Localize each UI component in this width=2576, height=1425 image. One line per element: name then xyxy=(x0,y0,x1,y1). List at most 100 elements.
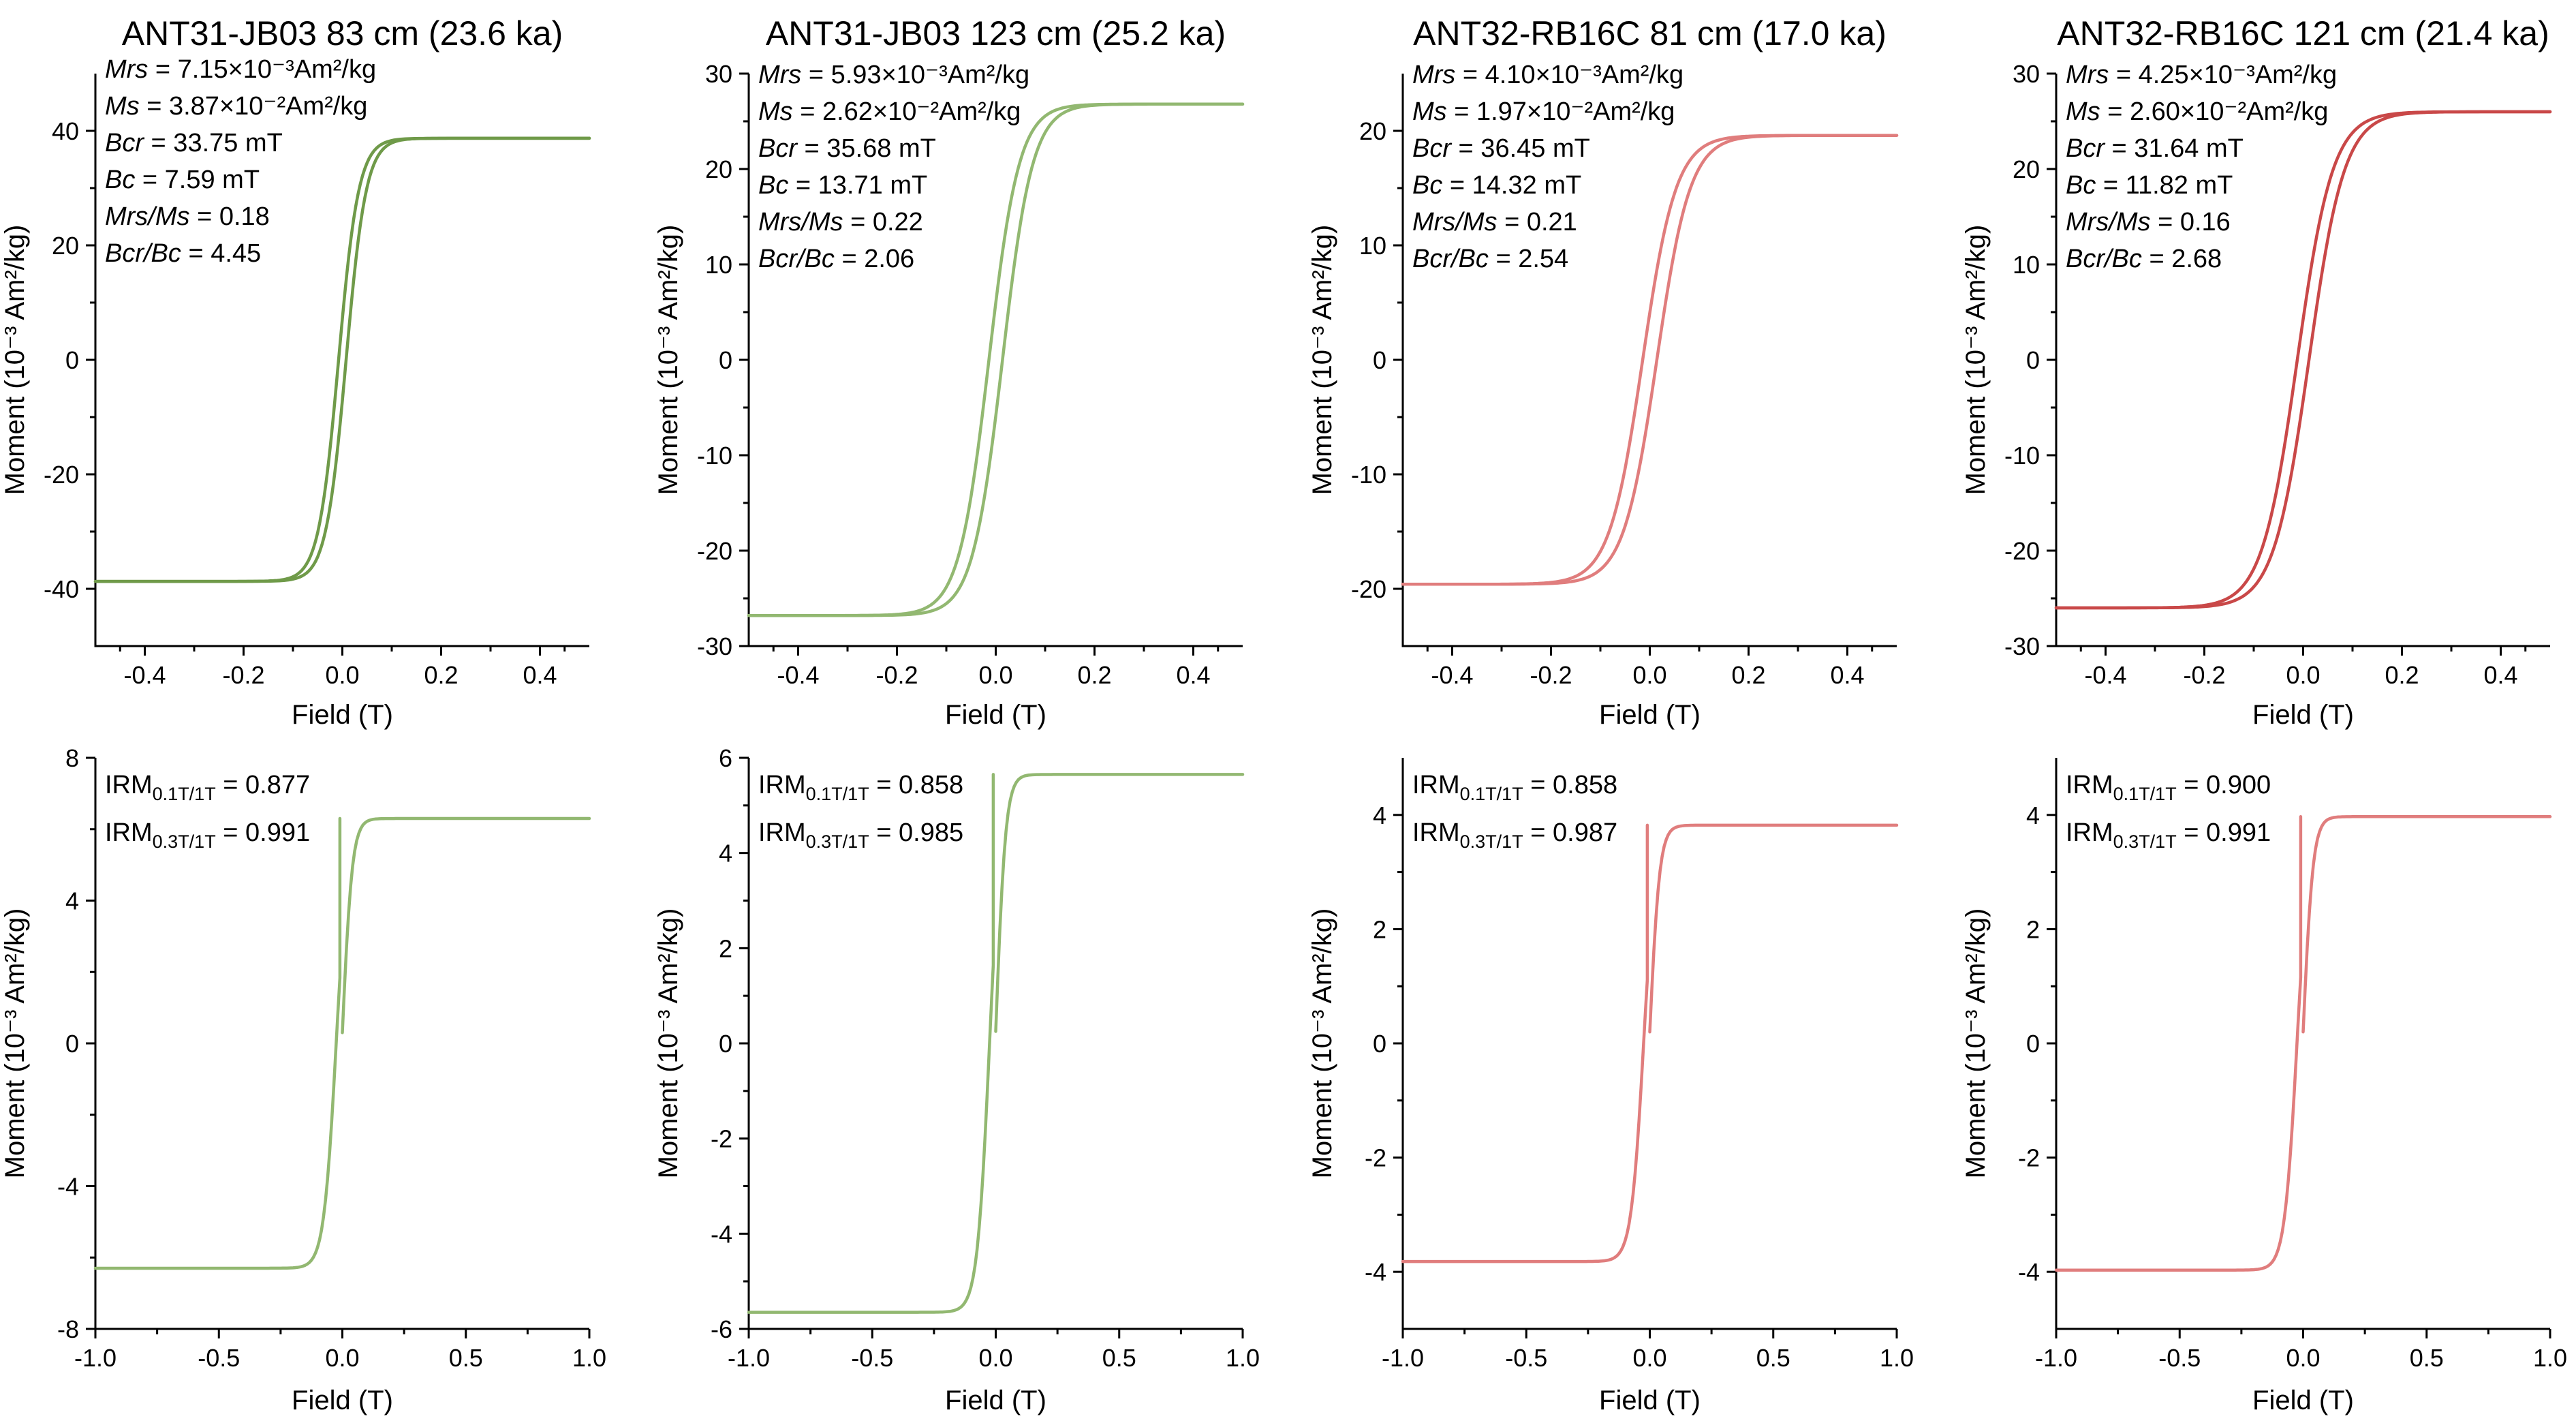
chart-hyst-3-xtick-label: -0.4 xyxy=(1431,661,1473,689)
chart-irm-1-annotation-value: = 0.877 xyxy=(216,771,310,799)
chart-hyst-1-xtick-label: -0.4 xyxy=(123,661,166,689)
chart-hyst-2-xtick-label: -0.2 xyxy=(875,661,918,689)
chart-irm-2-ytick-label: 4 xyxy=(719,840,732,868)
chart-hyst-2-annotation-value: = 35.68 mT xyxy=(797,134,936,163)
chart-hyst-2-ytick-label: 10 xyxy=(705,251,732,279)
chart-hyst-1-annotation: Mrs/Ms = 0.18 xyxy=(105,202,270,231)
chart-irm-1-annotation: IRM0.1T/1T = 0.877 xyxy=(105,771,310,804)
chart-hyst-4-ytick-label: 30 xyxy=(2013,60,2040,88)
chart-irm-4-annotation-label: IRM xyxy=(2066,771,2113,799)
chart-irm-2-annotation-label: IRM xyxy=(758,818,806,847)
chart-irm-2-annotation-label: IRM xyxy=(758,771,806,799)
chart-hyst-1-ytick-label: 0 xyxy=(65,346,79,374)
chart-hyst-2-annotation-label: Bcr/Bc xyxy=(758,245,835,273)
chart-hyst-1-annotation-value: = 7.15×10⁻³Am²/kg xyxy=(148,55,376,84)
chart-hyst-2-annotation: Bcr = 35.68 mT xyxy=(758,134,936,163)
chart-hyst-4-xtick-label: 0.4 xyxy=(2483,661,2517,689)
chart-hyst-2-annotation: Ms = 2.62×10⁻²Am²/kg xyxy=(758,97,1021,126)
chart-hyst-4-xtick-label: 0.0 xyxy=(2286,661,2320,689)
chart-hyst-1-ytick-label: -20 xyxy=(44,461,79,489)
chart-irm-1-xtick-label: -0.5 xyxy=(198,1344,240,1372)
chart-irm-1-xlabel: Field (T) xyxy=(292,1385,393,1415)
chart-irm-4-ytick-label: -4 xyxy=(2018,1258,2040,1286)
chart-irm-3-annotation: IRM0.3T/1T = 0.987 xyxy=(1412,818,1617,852)
chart-hyst-4-annotation-value: = 2.60×10⁻²Am²/kg xyxy=(2100,97,2329,126)
chart-hyst-4-annotation-value: = 4.25×10⁻³Am²/kg xyxy=(2109,61,2337,89)
chart-hyst-3-annotation-value: = 36.45 mT xyxy=(1451,134,1590,163)
chart-irm-4-acquisition-curve xyxy=(2301,815,2552,1034)
chart-hyst-1-annotation-value: = 7.59 mT xyxy=(135,166,260,194)
chart-irm-2-xtick-label: 0.0 xyxy=(978,1344,1012,1372)
chart-irm-2-ytick-label: -2 xyxy=(711,1125,732,1153)
chart-hyst-3-ytick-label: 10 xyxy=(1359,232,1386,260)
chart-hyst-3-ytick-label: 0 xyxy=(1373,346,1386,374)
chart-irm-2-annotation: IRM0.3T/1T = 0.985 xyxy=(758,818,963,852)
chart-hyst-3-annotation-label: Mrs xyxy=(1412,61,1455,89)
chart-hyst-3-annotation: Mrs/Ms = 0.21 xyxy=(1412,208,1577,236)
chart-irm-3-ytick-label: -2 xyxy=(1365,1144,1386,1172)
chart-hyst-4-annotation: Mrs/Ms = 0.16 xyxy=(2066,208,2231,236)
chart-hyst-3-ylabel: Moment (10⁻³ Am²/kg) xyxy=(1307,225,1337,495)
chart-irm-1-annotation-label: IRM xyxy=(105,771,153,799)
chart-irm-3-annotation: IRM0.1T/1T = 0.858 xyxy=(1412,771,1617,804)
chart-hyst-2-annotation-value: = 0.22 xyxy=(843,208,923,236)
chart-hyst-3-xtick-label: 0.2 xyxy=(1731,661,1765,689)
chart-hyst-3-ytick-label: 20 xyxy=(1359,117,1386,145)
chart-hyst-1-annotation: Bcr/Bc = 4.45 xyxy=(105,239,261,268)
chart-hyst-2-annotation-label: Bc xyxy=(758,171,788,200)
chart-hyst-4-ytick-label: 10 xyxy=(2013,251,2040,279)
chart-hyst-2: ANT31-JB03 123 cm (25.2 ka) -0.4 -0.2 0.0 0.… xyxy=(653,14,1245,730)
chart-irm-4-xtick-label: -0.5 xyxy=(2158,1344,2201,1372)
chart-irm-1-annotation-subscript: 0.1T/1T xyxy=(153,784,216,804)
chart-hyst-4-annotation-label: Ms xyxy=(2066,97,2100,126)
chart-hyst-3-annotation-label: Bcr/Bc xyxy=(1412,245,1489,273)
chart-hyst-1-annotation-label: Mrs xyxy=(105,55,148,84)
chart-hyst-2-annotation: Bcr/Bc = 2.06 xyxy=(758,245,914,273)
chart-hyst-3-annotation: Mrs = 4.10×10⁻³Am²/kg xyxy=(1412,61,1683,89)
chart-irm-2-ytick-label: -4 xyxy=(711,1220,732,1248)
chart-irm-2-ytick-label: 2 xyxy=(719,934,732,962)
chart-irm-2-xlabel: Field (T) xyxy=(945,1385,1046,1415)
chart-irm-3-xtick-label: -1.0 xyxy=(1382,1344,1424,1372)
chart-hyst-3-axes xyxy=(1401,74,1897,647)
chart-hyst-1-descending-branch xyxy=(93,136,591,583)
chart-hyst-1-title: ANT31-JB03 83 cm (23.6 ka) xyxy=(122,14,563,52)
chart-hyst-3-annotation-label: Bc xyxy=(1412,171,1442,200)
chart-hyst-2-annotation-value: = 5.93×10⁻³Am²/kg xyxy=(801,61,1029,89)
chart-hyst-1-annotation: Bcr = 33.75 mT xyxy=(105,129,283,157)
chart-irm-4-annotation-label: IRM xyxy=(2066,818,2113,847)
chart-irm-4-ytick-label: 0 xyxy=(2026,1030,2040,1058)
chart-hyst-3-annotation-label: Ms xyxy=(1412,97,1447,126)
chart-hyst-1-ytick-label: 40 xyxy=(52,117,79,145)
chart-irm-1-ytick-label: -4 xyxy=(57,1173,79,1201)
chart-irm-2-ytick-label: 0 xyxy=(719,1030,732,1058)
chart-irm-4-xtick-label: 1.0 xyxy=(2533,1344,2567,1372)
chart-irm-1-acquisition-curve xyxy=(341,816,591,1035)
chart-hyst-3-annotation-value: = 14.32 mT xyxy=(1442,171,1581,200)
chart-hyst-4-annotation: Bc = 11.82 mT xyxy=(2066,171,2233,200)
chart-hyst-4-annotation-label: Mrs xyxy=(2066,61,2109,89)
chart-hyst-1-annotation-value: = 4.45 xyxy=(181,239,261,268)
chart-hyst-4-xtick-label: -0.2 xyxy=(2183,661,2225,689)
chart-irm-2-xtick-label: 1.0 xyxy=(1226,1344,1260,1372)
chart-irm-1-ytick-label: 8 xyxy=(65,744,79,772)
chart-irm-2-ytick-label: 6 xyxy=(719,744,732,772)
chart-hyst-2-annotation-label: Bcr xyxy=(758,134,798,163)
chart-hyst-4-annotation-value: = 0.16 xyxy=(2151,208,2231,236)
chart-hyst-4-annotation-label: Mrs/Ms xyxy=(2066,208,2151,236)
chart-hyst-2-annotation: Bc = 13.71 mT xyxy=(758,171,927,200)
chart-irm-3-xtick-label: 0.0 xyxy=(1632,1344,1666,1372)
chart-hyst-3-annotation-value: = 1.97×10⁻²Am²/kg xyxy=(1447,97,1675,126)
chart-irm-1-xtick-label: 0.5 xyxy=(449,1344,483,1372)
chart-hyst-3-annotation-label: Mrs/Ms xyxy=(1412,208,1498,236)
chart-hyst-2-xlabel: Field (T) xyxy=(945,700,1046,730)
chart-hyst-2-xtick-label: 0.2 xyxy=(1077,661,1111,689)
chart-hyst-4-ylabel: Moment (10⁻³ Am²/kg) xyxy=(1961,225,1991,495)
chart-hyst-2-ytick-label: -20 xyxy=(697,537,732,565)
chart-hyst-4-xlabel: Field (T) xyxy=(2252,700,2354,730)
chart-hyst-4-annotation-label: Bc xyxy=(2066,171,2096,200)
chart-hyst-1-annotation-value: = 3.87×10⁻²Am²/kg xyxy=(140,92,368,121)
chart-irm-1-annotation-label: IRM xyxy=(105,818,153,847)
chart-hyst-4-title: ANT32-RB16C 121 cm (21.4 ka) xyxy=(2057,14,2549,52)
chart-hyst-1-xtick-label: -0.2 xyxy=(222,661,264,689)
